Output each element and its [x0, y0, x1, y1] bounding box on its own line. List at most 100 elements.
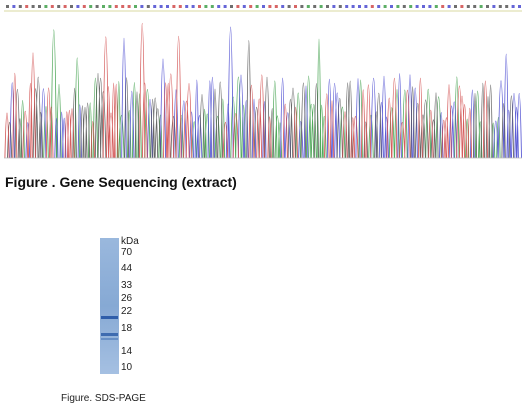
base-call-tick	[108, 5, 112, 8]
base-call-tick	[454, 5, 457, 8]
base-call-tick	[121, 5, 125, 8]
base-call-tick	[358, 5, 361, 8]
base-call-tick	[134, 5, 137, 8]
base-call-tick	[364, 5, 368, 8]
gel-band-main	[101, 316, 118, 319]
base-call-tick	[166, 5, 169, 8]
base-call-tick	[415, 5, 419, 8]
base-call-tick	[518, 5, 521, 8]
base-call-tick	[57, 5, 61, 8]
base-call-tick	[50, 5, 54, 8]
base-call-tick	[230, 5, 233, 8]
base-call-tick	[338, 5, 342, 8]
base-call-tick	[204, 5, 208, 8]
base-call-tick	[313, 5, 317, 8]
base-call-tick	[281, 5, 285, 8]
base-call-tick	[274, 5, 278, 8]
base-call-tick	[198, 5, 201, 8]
base-call-tick	[409, 5, 413, 8]
sequencing-chromatogram	[4, 5, 522, 159]
base-call-tick	[127, 5, 131, 8]
base-call-tick	[498, 5, 502, 8]
base-call-tick	[332, 5, 336, 8]
trace-lines	[4, 23, 522, 159]
base-call-tick	[12, 5, 16, 8]
base-call-tick	[479, 5, 483, 8]
sds-page-caption: Figure. SDS-PAGE	[61, 393, 146, 404]
base-call-tick	[383, 5, 387, 8]
base-call-tick	[82, 5, 86, 8]
base-call-tick	[172, 5, 176, 8]
base-call-tick	[268, 5, 272, 8]
base-call-tick	[473, 5, 477, 8]
gene-sequencing-caption: Figure . Gene Sequencing (extract)	[5, 174, 237, 190]
kda-marker-labels: kDa 70 44 33 26 22 18 14 10	[121, 237, 161, 377]
base-call-tick	[262, 5, 265, 8]
base-call-tick	[390, 5, 393, 8]
trace-t	[4, 23, 488, 159]
base-call-tick	[486, 5, 489, 8]
base-call-tick	[159, 5, 163, 8]
marker-label: 14	[121, 346, 133, 357]
base-call-tick	[345, 5, 349, 8]
base-call-tick	[294, 5, 297, 8]
base-call-tick	[402, 5, 406, 8]
marker-label: 70	[121, 247, 133, 258]
base-call-tick	[217, 5, 221, 8]
base-call-tick	[441, 5, 445, 8]
base-call-tick	[287, 5, 291, 8]
base-call-tick	[44, 5, 48, 8]
base-call-tick	[6, 5, 9, 8]
base-call-tick	[236, 5, 240, 8]
marker-label: 44	[121, 263, 133, 274]
base-call-tick	[428, 5, 432, 8]
base-call-tick	[351, 5, 355, 8]
trace-a	[20, 29, 501, 159]
base-call-tick	[434, 5, 438, 8]
base-call-tick	[223, 5, 227, 8]
base-call-tick	[185, 5, 189, 8]
base-call-tick	[25, 5, 29, 8]
base-call-tick	[102, 5, 105, 8]
base-call-tick	[242, 5, 246, 8]
base-call-tick	[146, 5, 150, 8]
marker-label: 18	[121, 323, 133, 334]
gel-band-faint	[101, 338, 118, 340]
base-call-tick	[447, 5, 451, 8]
base-call-tick	[38, 5, 41, 8]
base-call-tick	[89, 5, 93, 8]
base-call-tick	[370, 5, 374, 8]
gel-lane-background	[100, 238, 119, 374]
base-call-tick	[76, 5, 80, 8]
base-call-tick	[140, 5, 144, 8]
base-call-tick	[300, 5, 304, 8]
base-call-tick	[153, 5, 157, 8]
trace-g	[7, 40, 515, 159]
base-call-tick	[114, 5, 118, 8]
marker-label: 10	[121, 362, 133, 373]
base-call-tick	[70, 5, 73, 8]
base-call-tick	[249, 5, 253, 8]
base-call-tick	[326, 5, 329, 8]
base-call-tick	[178, 5, 182, 8]
base-call-tick	[422, 5, 425, 8]
base-call-tick	[396, 5, 400, 8]
base-call-tick	[319, 5, 323, 8]
base-call-tick	[505, 5, 509, 8]
base-call-tick	[377, 5, 381, 8]
base-call-tick	[210, 5, 214, 8]
base-call-tick	[466, 5, 470, 8]
base-call-tick	[306, 5, 310, 8]
base-call-tick	[63, 5, 67, 8]
base-call-tick	[18, 5, 22, 8]
base-call-row	[4, 5, 522, 12]
base-call-tick	[95, 5, 99, 8]
base-call-tick	[511, 5, 515, 8]
marker-label: 26	[121, 293, 133, 304]
sds-page-gel-lane	[100, 238, 119, 374]
kda-unit-label: kDa	[121, 236, 139, 247]
base-call-tick	[191, 5, 195, 8]
trace-c	[9, 26, 522, 159]
base-call-tick	[492, 5, 496, 8]
marker-label: 22	[121, 306, 133, 317]
